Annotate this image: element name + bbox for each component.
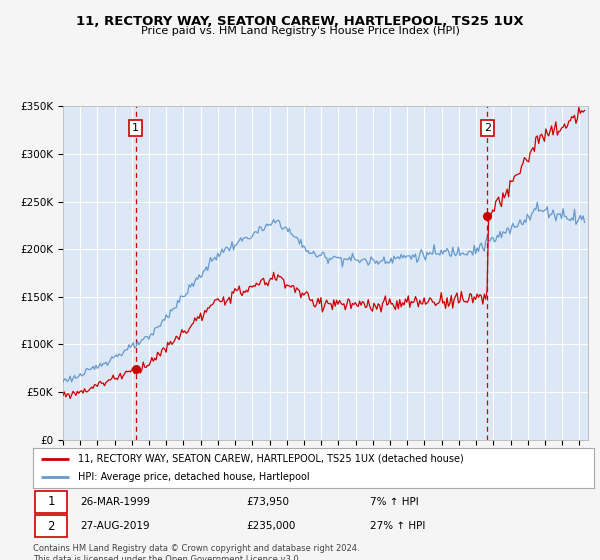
Text: HPI: Average price, detached house, Hartlepool: HPI: Average price, detached house, Hart… bbox=[78, 473, 310, 482]
Text: 11, RECTORY WAY, SEATON CAREW, HARTLEPOOL, TS25 1UX: 11, RECTORY WAY, SEATON CAREW, HARTLEPOO… bbox=[76, 15, 524, 27]
Text: 2: 2 bbox=[47, 520, 55, 533]
Text: 2: 2 bbox=[484, 123, 491, 133]
Text: 11, RECTORY WAY, SEATON CAREW, HARTLEPOOL, TS25 1UX (detached house): 11, RECTORY WAY, SEATON CAREW, HARTLEPOO… bbox=[78, 454, 464, 464]
FancyBboxPatch shape bbox=[35, 515, 67, 538]
Text: 7% ↑ HPI: 7% ↑ HPI bbox=[370, 497, 418, 507]
Text: £73,950: £73,950 bbox=[246, 497, 289, 507]
Text: 27-AUG-2019: 27-AUG-2019 bbox=[80, 521, 151, 531]
Text: 26-MAR-1999: 26-MAR-1999 bbox=[80, 497, 151, 507]
FancyBboxPatch shape bbox=[35, 491, 67, 513]
Text: 1: 1 bbox=[132, 123, 139, 133]
Text: Price paid vs. HM Land Registry's House Price Index (HPI): Price paid vs. HM Land Registry's House … bbox=[140, 26, 460, 36]
Text: 27% ↑ HPI: 27% ↑ HPI bbox=[370, 521, 425, 531]
Text: 1: 1 bbox=[47, 495, 55, 508]
Text: £235,000: £235,000 bbox=[246, 521, 296, 531]
Text: Contains HM Land Registry data © Crown copyright and database right 2024.
This d: Contains HM Land Registry data © Crown c… bbox=[33, 544, 359, 560]
